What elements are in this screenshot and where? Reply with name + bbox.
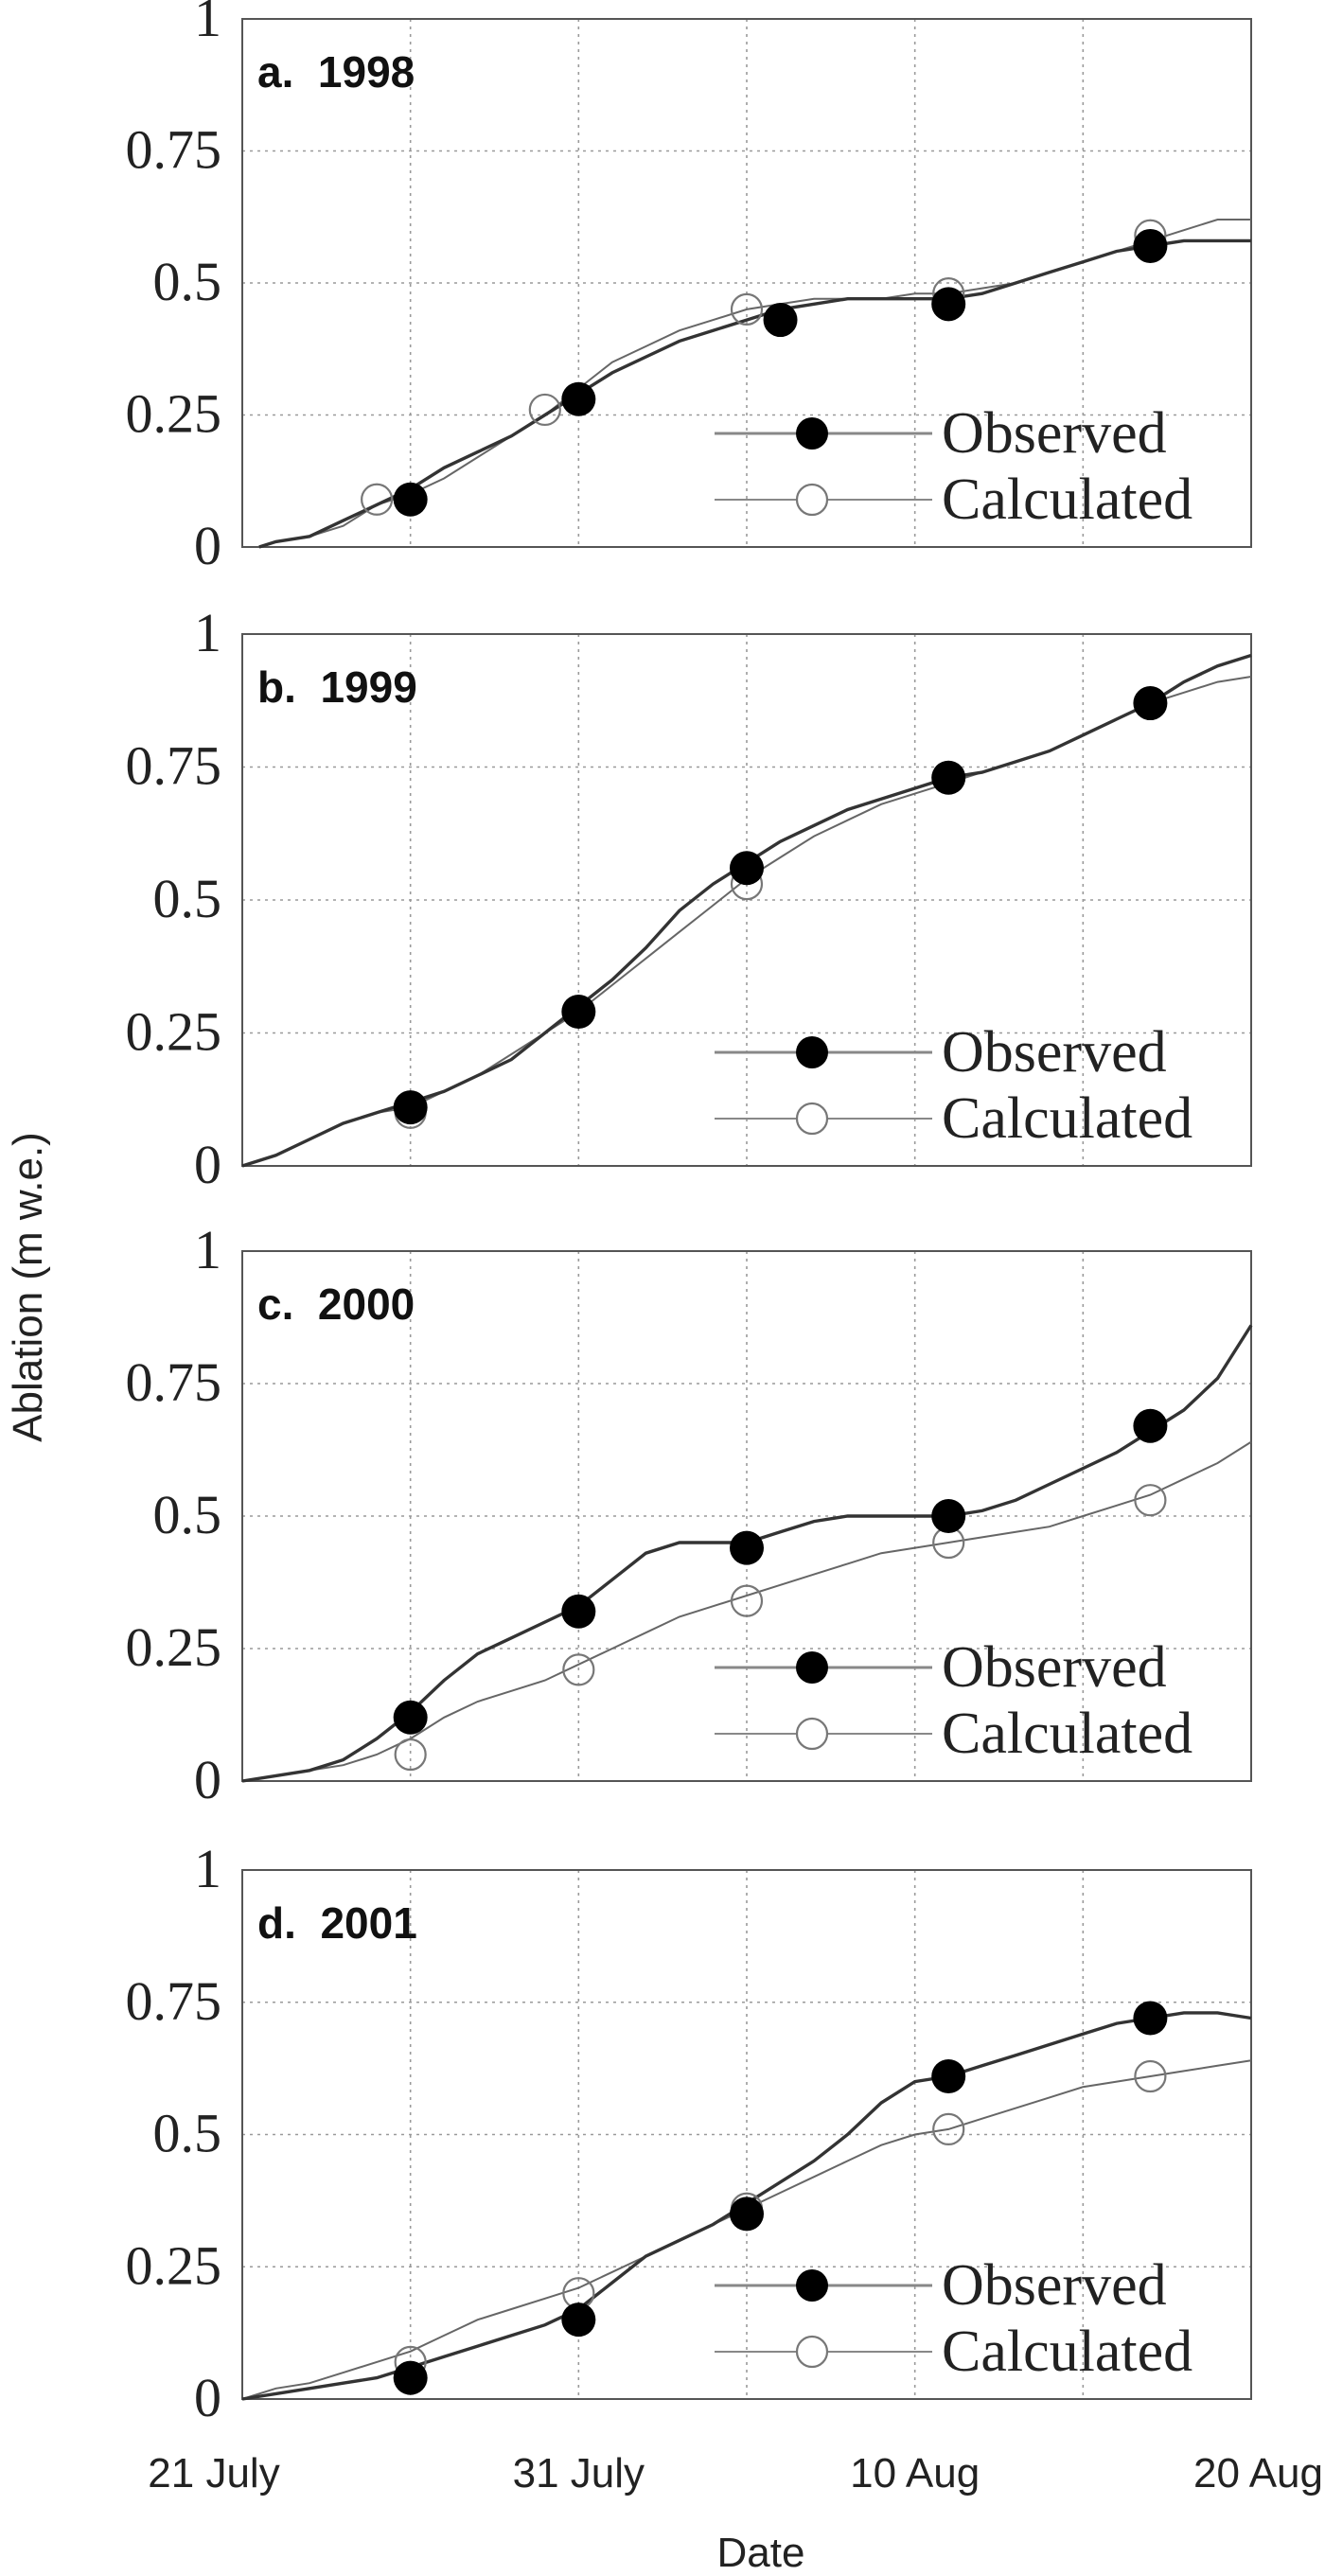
- legend-calculated-marker: [795, 1717, 829, 1751]
- observed-point: [1133, 2001, 1168, 2036]
- y-tick-label: 0: [194, 1749, 221, 1810]
- legend-observed-marker: [796, 1651, 828, 1684]
- observed-point: [393, 2360, 428, 2395]
- y-tick-label: 0.75: [126, 1970, 222, 2032]
- calculated-point: [730, 292, 764, 326]
- legend-observed-label: Observed: [942, 2253, 1167, 2318]
- x-axis-title: Date: [717, 2530, 805, 2576]
- y-tick-label: 0.25: [126, 2234, 222, 2296]
- y-tick-label: 0.5: [153, 868, 222, 929]
- observed-point: [393, 1090, 428, 1125]
- observed-point: [931, 2059, 966, 2094]
- grid: [242, 19, 1251, 547]
- x-tick-labels: 21 July 31 July 10 Aug 20 Aug: [148, 2450, 1323, 2497]
- y-tick-label: 1: [194, 602, 221, 663]
- x-tick-label: 10 Aug: [850, 2450, 980, 2497]
- x-tick-label: 20 Aug: [1193, 2450, 1323, 2497]
- calculated-point: [361, 483, 394, 516]
- legend-calculated-marker: [795, 2335, 829, 2369]
- legend-observed-label: Observed: [942, 1635, 1167, 1700]
- y-tick-label: 0.5: [153, 251, 222, 312]
- plot-frame: [241, 18, 1252, 548]
- calculated-point: [1134, 1484, 1167, 1517]
- legend-calculated-label: Calculated: [942, 468, 1192, 532]
- observed-point: [393, 482, 428, 517]
- y-tick-label: 0.25: [126, 383, 222, 445]
- y-tick-label: 0.5: [153, 2103, 222, 2164]
- observed-point: [931, 287, 966, 322]
- legend-calculated-marker: [795, 1102, 829, 1136]
- y-tick-label: 0.25: [126, 1001, 222, 1063]
- legend-calculated-label: Calculated: [942, 2320, 1192, 2384]
- panel-label: b. 1999: [257, 662, 417, 712]
- y-tick-label: 0.75: [126, 735, 222, 797]
- observed-point: [561, 381, 596, 416]
- y-tick-label: 0: [194, 515, 221, 576]
- legend-observed-marker: [796, 2269, 828, 2302]
- observed-point: [1133, 1408, 1168, 1443]
- x-tick-label: 31 July: [513, 2450, 645, 2497]
- calculated-point: [932, 2112, 965, 2146]
- y-tick-label: 0.5: [153, 1484, 222, 1545]
- y-tick-label: 1: [194, 0, 221, 48]
- y-tick-label: 1: [194, 1219, 221, 1280]
- plot-frame: [241, 1869, 1252, 2400]
- calculated-point: [730, 1584, 764, 1617]
- observed-point: [561, 1594, 596, 1629]
- legend-calculated-label: Calculated: [942, 1702, 1192, 1766]
- observed-point: [730, 851, 764, 886]
- observed-point: [1133, 686, 1168, 721]
- y-tick-label: 0.75: [126, 1351, 222, 1413]
- observed-point: [393, 1700, 428, 1735]
- y-tick-label: 0: [194, 2367, 221, 2428]
- observed-point: [1133, 228, 1168, 263]
- y-tick-label: 0.75: [126, 119, 222, 181]
- observed-point: [561, 995, 596, 1030]
- observed-point: [763, 303, 798, 338]
- observed-point: [931, 1499, 966, 1533]
- legend-calculated-label: Calculated: [942, 1086, 1192, 1151]
- observed-point: [561, 2303, 596, 2338]
- plot-frame: [241, 1250, 1252, 1782]
- calculated-point: [562, 1653, 595, 1686]
- legend-observed-marker: [796, 1036, 828, 1068]
- observed-point: [730, 2197, 764, 2232]
- y-axis-title: Ablation (m w.e.): [5, 1132, 51, 1442]
- panel-label: d. 2001: [257, 1898, 417, 1948]
- y-tick-label: 0: [194, 1134, 221, 1195]
- y-tick-label: 0.25: [126, 1616, 222, 1678]
- x-tick-label: 21 July: [148, 2450, 279, 2497]
- panel-label: a. 1998: [257, 47, 415, 97]
- y-tick-label: 1: [194, 1838, 221, 1899]
- calculated-point: [394, 1738, 427, 1772]
- observed-point: [931, 760, 966, 795]
- panel-label: c. 2000: [257, 1279, 415, 1329]
- calculated-point: [528, 393, 561, 427]
- legend-observed-label: Observed: [942, 401, 1167, 466]
- legend-observed-label: Observed: [942, 1020, 1167, 1085]
- observed-point: [730, 1530, 764, 1565]
- calculated-point: [1134, 2059, 1167, 2093]
- legend-calculated-marker: [795, 483, 829, 517]
- plot-frame: [241, 633, 1252, 1167]
- legend-observed-marker: [796, 417, 828, 450]
